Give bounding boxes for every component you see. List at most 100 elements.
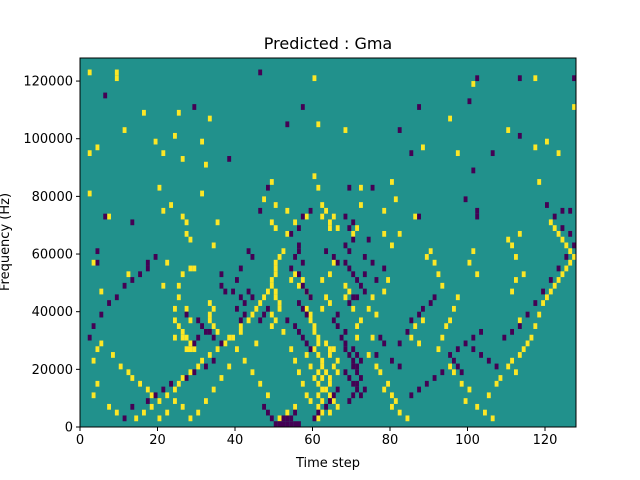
heatmap-cell-low [347,300,352,306]
heatmap-cell-high [134,415,139,422]
heatmap-cell-high [331,363,336,370]
heatmap-cell-high [359,317,363,324]
heatmap-cell-high [114,75,119,82]
heatmap-cell-high [293,357,298,364]
heatmap-cell-high [262,196,267,203]
heatmap-cell-high [397,230,402,237]
heatmap-cell-high [188,236,193,243]
heatmap-cell-high [138,380,143,387]
heatmap-cell-high [223,340,228,347]
heatmap-cell-high [308,363,313,370]
heatmap-cell-high [176,294,181,301]
heatmap-cell-high [514,277,518,283]
heatmap-cell-high [328,352,332,358]
heatmap-cell-low [331,317,336,324]
heatmap-cell-high [200,357,205,364]
heatmap-cell-high [448,363,453,370]
heatmap-cell-high [393,398,398,404]
heatmap-cell-low [258,207,263,214]
heatmap-cell-low [467,98,472,105]
heatmap-cell-high [173,132,177,139]
heatmap-cell-low [397,363,402,370]
heatmap-cell-high [552,282,557,289]
heatmap-cell-low [266,305,270,312]
heatmap-cell-low [351,363,356,370]
heatmap-cell-high [378,369,383,376]
heatmap-cell-high [324,294,329,301]
heatmap-cell-low [266,409,270,416]
y-axis: 0 20000 40000 60000 80000 100000 120000 [23,75,80,436]
heatmap-cell-low [475,213,480,220]
heatmap-cell-low [347,248,352,255]
heatmap-cell-low [459,369,464,376]
heatmap-cell-high [556,150,561,157]
heatmap-cell-low [421,305,425,312]
heatmap-cell-high [308,398,313,404]
heatmap-cell-low [130,219,135,226]
heatmap-cell-high [320,277,325,283]
heatmap-cell-high [517,317,522,324]
heatmap-cell-high [281,328,286,335]
heatmap-cell-low [238,317,243,324]
heatmap-cell-high [297,282,301,289]
heatmap-cell-low [308,294,313,301]
heatmap-cell-high [142,109,146,116]
heatmap-cell-low [479,352,484,358]
heatmap-cell-high [188,415,193,422]
heatmap-cell-high [432,259,437,266]
heatmap-cell-high [87,150,92,157]
heatmap-cell-high [277,305,282,312]
heatmap-cell-low [397,127,402,133]
heatmap-cell-low [289,415,294,422]
heatmap-cell-low [312,415,317,422]
heatmap-cell-low [362,288,367,295]
heatmap-cell-low [355,363,360,370]
heatmap-cell-high [343,294,348,301]
heatmap-cell-low [297,248,301,255]
heatmap-cell-low [293,421,298,427]
heatmap-cell-low [153,254,158,260]
heatmap-cell-low [262,403,267,410]
heatmap-cell-high [130,375,135,381]
heatmap-cell-low [285,415,290,422]
heatmap-cell-high [390,242,394,249]
heatmap-cell-high [273,288,278,295]
heatmap-cell-low [502,334,507,341]
heatmap-cell-high [312,328,317,335]
heatmap-cell-low [343,328,348,335]
heatmap-cell-high [316,184,321,191]
heatmap-cell-low [366,236,371,243]
heatmap-cell-high [95,380,100,387]
heatmap-cell-low [343,242,348,249]
heatmap-cell-low [211,357,216,364]
heatmap-cell-high [355,225,360,231]
heatmap-cell-low [355,386,360,393]
heatmap-cell-high [157,184,162,191]
heatmap-cell-high [165,392,170,399]
heatmap-cell-high [215,219,220,226]
heatmap-cell-low [378,334,383,341]
heatmap-cell-high [184,230,189,237]
heatmap-cell-low [359,392,363,399]
heatmap-cell-high [258,380,263,387]
heatmap-cell-high [215,346,220,353]
heatmap-cell-high [312,75,317,82]
heatmap-cell-low [424,380,429,387]
heatmap-cell-low [541,288,546,295]
heatmap-cell-high [173,386,177,393]
heatmap-cell-high [455,150,460,157]
heatmap-cell-low [145,259,150,266]
heatmap-cell-low [355,277,360,283]
heatmap-cell-low [359,357,363,364]
heatmap-cell-high [335,403,340,410]
heatmap-cell-low [204,328,208,335]
heatmap-cell-high [142,409,146,416]
heatmap-cell-low [258,317,263,324]
heatmap-cell-low [552,213,557,220]
heatmap-cell-high [266,288,270,295]
heatmap-cell-low [200,323,205,329]
heatmap-cell-high [413,323,418,329]
heatmap-cell-low [347,225,352,231]
heatmap-cell-high [262,294,267,301]
heatmap-cell-low [297,271,301,278]
